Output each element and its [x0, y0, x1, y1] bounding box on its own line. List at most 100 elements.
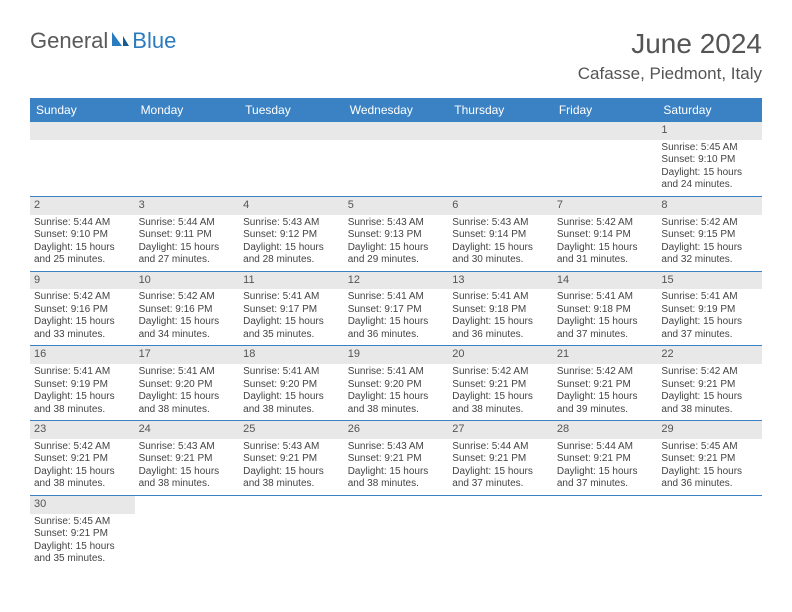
sunrise-text: Sunrise: 5:42 AM	[557, 217, 654, 230]
sunrise-text: Sunrise: 5:41 AM	[243, 366, 340, 379]
logo-sail-icon	[110, 28, 130, 54]
calendar-day: 24Sunrise: 5:43 AMSunset: 9:21 PMDayligh…	[135, 421, 240, 495]
daylight-text: Daylight: 15 hours	[243, 466, 340, 479]
sunset-text: Sunset: 9:21 PM	[34, 528, 131, 541]
calendar: Sunday Monday Tuesday Wednesday Thursday…	[30, 98, 762, 570]
daylight-text: Daylight: 15 hours	[557, 391, 654, 404]
calendar-day: 7Sunrise: 5:42 AMSunset: 9:14 PMDaylight…	[553, 197, 658, 271]
daylight-text: Daylight: 15 hours	[661, 466, 758, 479]
sunset-text: Sunset: 9:19 PM	[34, 379, 131, 392]
month-title: June 2024	[578, 28, 762, 60]
calendar-day: 22Sunrise: 5:42 AMSunset: 9:21 PMDayligh…	[657, 346, 762, 420]
daylight-text: Daylight: 15 hours	[139, 391, 236, 404]
daylight-text: and 24 minutes.	[661, 179, 758, 192]
title-block: June 2024 Cafasse, Piedmont, Italy	[578, 28, 762, 84]
day-number: 12	[344, 272, 449, 290]
daylight-text: and 38 minutes.	[139, 404, 236, 417]
sunset-text: Sunset: 9:21 PM	[557, 379, 654, 392]
sunset-text: Sunset: 9:20 PM	[348, 379, 445, 392]
day-number: 2	[30, 197, 135, 215]
sunrise-text: Sunrise: 5:42 AM	[139, 291, 236, 304]
daylight-text: and 34 minutes.	[139, 329, 236, 342]
day-number: 26	[344, 421, 449, 439]
sunset-text: Sunset: 9:17 PM	[348, 304, 445, 317]
day-number: 7	[553, 197, 658, 215]
calendar-day: 30Sunrise: 5:45 AMSunset: 9:21 PMDayligh…	[30, 496, 135, 570]
daylight-text: Daylight: 15 hours	[452, 316, 549, 329]
daylight-text: Daylight: 15 hours	[348, 316, 445, 329]
day-number: 3	[135, 197, 240, 215]
day-number: 19	[344, 346, 449, 364]
weekday-label: Friday	[553, 98, 658, 122]
day-number-empty	[553, 122, 658, 140]
daylight-text: Daylight: 15 hours	[139, 242, 236, 255]
daylight-text: Daylight: 15 hours	[661, 316, 758, 329]
daylight-text: and 32 minutes.	[661, 254, 758, 267]
calendar-day-empty	[448, 122, 553, 196]
calendar-day: 21Sunrise: 5:42 AMSunset: 9:21 PMDayligh…	[553, 346, 658, 420]
day-number: 28	[553, 421, 658, 439]
sunset-text: Sunset: 9:10 PM	[34, 229, 131, 242]
calendar-day: 29Sunrise: 5:45 AMSunset: 9:21 PMDayligh…	[657, 421, 762, 495]
day-number: 4	[239, 197, 344, 215]
sunset-text: Sunset: 9:20 PM	[139, 379, 236, 392]
sunrise-text: Sunrise: 5:44 AM	[34, 217, 131, 230]
calendar-day-empty	[344, 496, 449, 570]
day-number: 5	[344, 197, 449, 215]
daylight-text: Daylight: 15 hours	[34, 316, 131, 329]
daylight-text: Daylight: 15 hours	[557, 466, 654, 479]
calendar-day: 9Sunrise: 5:42 AMSunset: 9:16 PMDaylight…	[30, 272, 135, 346]
sunset-text: Sunset: 9:16 PM	[34, 304, 131, 317]
daylight-text: and 36 minutes.	[452, 329, 549, 342]
sunrise-text: Sunrise: 5:43 AM	[348, 217, 445, 230]
calendar-week: 1Sunrise: 5:45 AMSunset: 9:10 PMDaylight…	[30, 122, 762, 197]
calendar-day: 1Sunrise: 5:45 AMSunset: 9:10 PMDaylight…	[657, 122, 762, 196]
daylight-text: Daylight: 15 hours	[348, 391, 445, 404]
calendar-week: 23Sunrise: 5:42 AMSunset: 9:21 PMDayligh…	[30, 421, 762, 496]
weekday-label: Saturday	[657, 98, 762, 122]
daylight-text: and 37 minutes.	[557, 478, 654, 491]
day-number-empty	[30, 122, 135, 140]
sunset-text: Sunset: 9:14 PM	[557, 229, 654, 242]
weekday-label: Wednesday	[344, 98, 449, 122]
location: Cafasse, Piedmont, Italy	[578, 64, 762, 84]
day-number: 22	[657, 346, 762, 364]
daylight-text: Daylight: 15 hours	[557, 316, 654, 329]
sunrise-text: Sunrise: 5:43 AM	[452, 217, 549, 230]
weekday-label: Thursday	[448, 98, 553, 122]
calendar-day: 13Sunrise: 5:41 AMSunset: 9:18 PMDayligh…	[448, 272, 553, 346]
sunset-text: Sunset: 9:17 PM	[243, 304, 340, 317]
day-number: 11	[239, 272, 344, 290]
calendar-day: 4Sunrise: 5:43 AMSunset: 9:12 PMDaylight…	[239, 197, 344, 271]
daylight-text: and 30 minutes.	[452, 254, 549, 267]
sunrise-text: Sunrise: 5:42 AM	[34, 291, 131, 304]
calendar-week: 9Sunrise: 5:42 AMSunset: 9:16 PMDaylight…	[30, 272, 762, 347]
daylight-text: and 37 minutes.	[452, 478, 549, 491]
logo: GeneralBlue	[30, 28, 176, 54]
calendar-day: 20Sunrise: 5:42 AMSunset: 9:21 PMDayligh…	[448, 346, 553, 420]
day-number: 24	[135, 421, 240, 439]
day-number-empty	[448, 122, 553, 140]
sunset-text: Sunset: 9:21 PM	[661, 453, 758, 466]
sunrise-text: Sunrise: 5:43 AM	[243, 441, 340, 454]
daylight-text: Daylight: 15 hours	[661, 242, 758, 255]
daylight-text: Daylight: 15 hours	[34, 466, 131, 479]
daylight-text: and 31 minutes.	[557, 254, 654, 267]
sunrise-text: Sunrise: 5:42 AM	[34, 441, 131, 454]
sunset-text: Sunset: 9:20 PM	[243, 379, 340, 392]
daylight-text: Daylight: 15 hours	[34, 541, 131, 554]
calendar-day-empty	[553, 496, 658, 570]
weekday-label: Sunday	[30, 98, 135, 122]
sunrise-text: Sunrise: 5:45 AM	[661, 142, 758, 155]
daylight-text: and 35 minutes.	[34, 553, 131, 566]
sunset-text: Sunset: 9:18 PM	[557, 304, 654, 317]
sunset-text: Sunset: 9:16 PM	[139, 304, 236, 317]
calendar-day-empty	[239, 496, 344, 570]
day-number: 14	[553, 272, 658, 290]
calendar-day-empty	[239, 122, 344, 196]
day-number: 20	[448, 346, 553, 364]
daylight-text: and 38 minutes.	[243, 404, 340, 417]
daylight-text: and 38 minutes.	[243, 478, 340, 491]
sunrise-text: Sunrise: 5:41 AM	[661, 291, 758, 304]
calendar-day: 5Sunrise: 5:43 AMSunset: 9:13 PMDaylight…	[344, 197, 449, 271]
